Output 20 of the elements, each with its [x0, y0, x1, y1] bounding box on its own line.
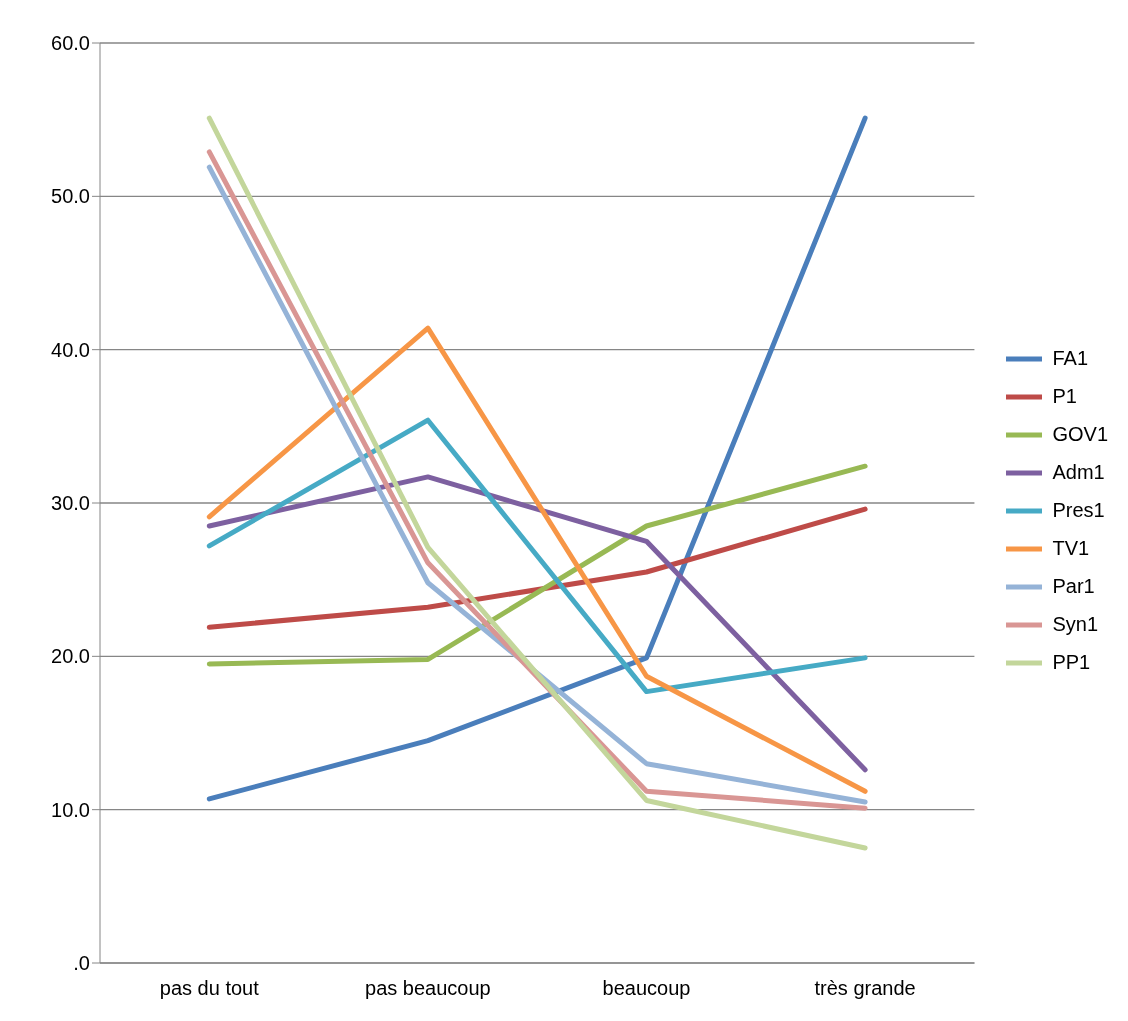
legend-label: PP1: [1052, 651, 1091, 674]
legend-label: Par1: [1052, 575, 1095, 598]
legend-label: TV1: [1052, 537, 1090, 560]
x-tick-label: pas du tout: [159, 977, 260, 1000]
y-tick-label: 20.0: [51, 645, 90, 668]
y-tick-label: 30.0: [51, 492, 90, 515]
legend-label: Adm1: [1052, 461, 1105, 484]
legend-label: FA1: [1052, 347, 1088, 370]
x-tick-label: beaucoup: [602, 977, 691, 1000]
legend-label: Pres1: [1052, 499, 1105, 522]
legend-label: P1: [1052, 385, 1077, 408]
y-tick-label: .0: [73, 952, 90, 975]
y-tick-label: 60.0: [51, 32, 90, 55]
legend-label: Syn1: [1052, 613, 1099, 636]
y-tick-label: 50.0: [51, 185, 90, 208]
y-tick-label: 40.0: [51, 338, 90, 361]
y-tick-label: 10.0: [51, 798, 90, 821]
legend-label: GOV1: [1052, 423, 1108, 446]
x-tick-label: pas beaucoup: [365, 977, 491, 1000]
x-tick-label: très grande: [814, 977, 916, 1000]
